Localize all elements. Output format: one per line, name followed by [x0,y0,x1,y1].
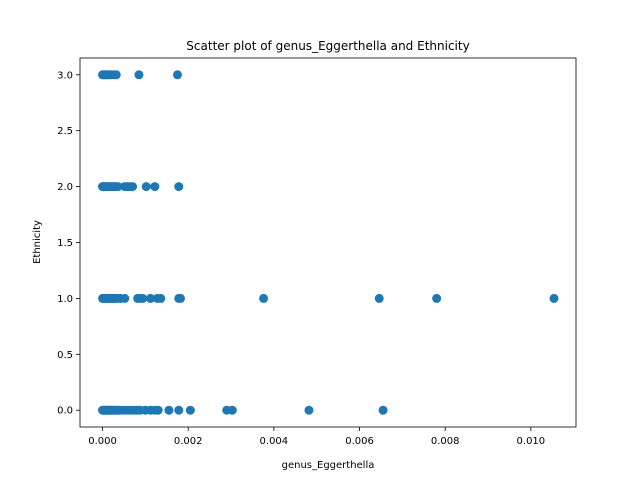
data-point [172,70,182,80]
chart-title: Scatter plot of genus_Eggerthella and Et… [186,39,469,53]
y-tick-label: 3.0 [57,70,73,81]
x-tick-label: 0.004 [260,436,289,447]
y-tick-label: 2.0 [57,182,73,193]
x-tick-label: 0.000 [88,436,117,447]
x-tick-label: 0.008 [431,436,460,447]
data-point [156,293,166,303]
data-point [304,405,314,415]
y-tick-label: 0.5 [57,350,73,361]
data-point [113,182,123,192]
data-point [549,293,559,303]
y-tick-label: 2.5 [57,126,73,137]
data-point [111,70,121,80]
data-point [146,293,155,303]
data-point [175,293,185,303]
data-point [185,405,195,415]
data-point [259,293,269,303]
data-point [120,293,130,303]
data-point [150,182,160,192]
data-point [378,405,388,415]
data-point [134,70,144,80]
y-tick-label: 1.0 [57,294,73,305]
data-point [174,405,184,415]
x-axis-ticks: 0.000 0.002 0.004 0.006 0.008 0.010 [88,427,545,447]
data-point [128,182,138,192]
x-tick-label: 0.010 [517,436,546,447]
y-axis-label: Ethnicity [32,220,43,264]
data-point [174,182,184,192]
y-tick-label: 0.0 [57,406,73,417]
data-point [432,293,442,303]
data-point [227,405,237,415]
data-point [141,182,151,192]
x-tick-label: 0.002 [174,436,203,447]
x-tick-label: 0.006 [345,436,374,447]
x-axis-label: genus_Eggerthella [282,460,375,471]
data-point [164,405,174,415]
data-point [153,405,163,415]
data-point [374,293,384,303]
points-layer [98,70,559,415]
y-axis-ticks: 0.0 0.5 1.0 1.5 2.0 2.5 3.0 [57,70,80,417]
y-tick-label: 1.5 [57,238,73,249]
data-point [138,293,148,303]
